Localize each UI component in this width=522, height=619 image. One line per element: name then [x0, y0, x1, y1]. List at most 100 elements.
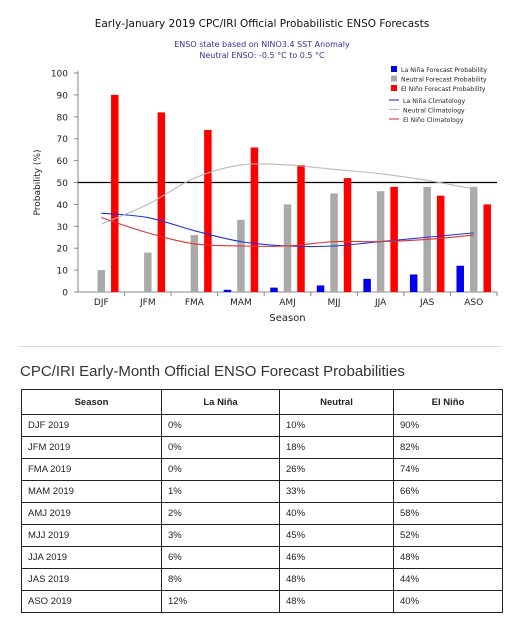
cell-season: FMA 2019	[21, 458, 162, 481]
bar	[469, 186, 478, 292]
x-tick-label: JJA	[374, 298, 387, 308]
cell-el-nino: 74%	[393, 458, 503, 481]
table-row: FMA 2019 0% 26% 74%	[21, 458, 503, 481]
header-season: Season	[21, 389, 162, 415]
chart-subtitle-line: Neutral ENSO: -0.5 °C to 0.5 °C	[199, 51, 325, 60]
cell-la-nina: 12%	[161, 590, 280, 613]
table-row: DJF 2019 0% 10% 90%	[21, 414, 503, 437]
legend-label: El Niño Climatology	[403, 117, 464, 124]
y-tick-label: 90	[57, 91, 69, 101]
bar	[483, 204, 491, 292]
bar	[144, 252, 152, 292]
cell-neutral: 33%	[279, 480, 394, 503]
x-tick-label: JAS	[419, 298, 435, 308]
legend-label: La Niña Forecast Probability	[401, 67, 487, 74]
legend-label: La Niña Climatology	[403, 98, 465, 105]
cell-el-nino: 82%	[393, 436, 503, 459]
cell-neutral: 46%	[279, 546, 394, 569]
x-tick-label: MJJ	[328, 298, 341, 308]
chart-title: Early-January 2019 CPC/IRI Official Prob…	[95, 18, 430, 30]
legend-label: Neutral Forecast Probability	[401, 77, 487, 84]
bar	[297, 164, 305, 292]
bar	[223, 289, 232, 292]
x-tick-label: JFM	[139, 298, 156, 308]
cell-la-nina: 3%	[161, 524, 280, 547]
header-la-nina: La Niña	[161, 389, 280, 415]
bar	[283, 204, 292, 292]
table-row: AMJ 2019 2% 40% 58%	[21, 502, 503, 525]
y-tick-label: 60	[57, 157, 69, 167]
cell-el-nino: 48%	[393, 546, 503, 569]
header-el-nino: El Niño	[393, 389, 503, 415]
cell-season: JJA 2019	[21, 546, 162, 569]
table-row: JAS 2019 8% 48% 44%	[21, 568, 503, 591]
bar	[316, 285, 325, 292]
x-axis-title: Season	[269, 313, 305, 324]
cell-neutral: 40%	[279, 502, 394, 525]
y-tick-label: 50	[57, 179, 69, 189]
cell-la-nina: 0%	[161, 436, 280, 459]
y-tick-label: 80	[57, 113, 69, 123]
x-tick-label: MAM	[230, 298, 252, 308]
cell-season: JFM 2019	[21, 436, 162, 459]
cell-el-nino: 66%	[393, 480, 503, 503]
cell-neutral: 10%	[279, 414, 394, 437]
y-tick-label: 10	[57, 267, 69, 277]
cell-season: MAM 2019	[21, 480, 162, 503]
section-divider	[18, 346, 502, 347]
table-row: JJA 2019 6% 46% 48%	[21, 546, 503, 569]
bar	[157, 112, 166, 292]
cell-el-nino: 44%	[393, 568, 503, 591]
legend-swatch	[391, 75, 397, 82]
climatology-line	[101, 217, 474, 247]
chart-subtitle-line: ENSO state based on NINO3.4 SST Anomaly	[174, 40, 350, 49]
x-tick-label: DJF	[94, 298, 109, 308]
cell-la-nina: 8%	[161, 568, 280, 591]
bar	[250, 147, 259, 292]
bar	[111, 94, 119, 293]
cell-season: AMJ 2019	[21, 502, 162, 525]
cell-el-nino: 40%	[393, 590, 503, 613]
bar	[204, 129, 212, 292]
x-tick-label: ASO	[464, 298, 483, 308]
bar	[456, 265, 464, 292]
header-neutral: Neutral	[279, 389, 394, 415]
chart-svg: Early-January 2019 CPC/IRI Official Prob…	[33, 18, 498, 324]
x-tick-label: AMJ	[279, 298, 296, 308]
table-row: MJJ 2019 3% 45% 52%	[21, 524, 503, 547]
y-tick-label: 100	[51, 70, 68, 80]
cell-neutral: 45%	[279, 524, 394, 547]
enso-forecast-chart: Early-January 2019 CPC/IRI Official Prob…	[33, 18, 498, 324]
cell-el-nino: 58%	[393, 502, 503, 525]
table-row: MAM 2019 1% 33% 66%	[21, 480, 503, 503]
bar	[363, 278, 371, 292]
table-header-row: Season La Niña Neutral El Niño	[21, 389, 503, 415]
bar	[330, 193, 338, 292]
cell-neutral: 18%	[279, 436, 394, 459]
cell-la-nina: 0%	[161, 414, 280, 437]
cell-neutral: 26%	[279, 458, 394, 481]
cell-season: ASO 2019	[21, 590, 162, 613]
cell-la-nina: 1%	[161, 480, 280, 503]
forecast-probability-table: Season La Niña Neutral El Niño DJF 2019 …	[21, 389, 503, 613]
cell-season: DJF 2019	[21, 414, 162, 437]
bar	[343, 178, 352, 292]
y-axis-title: Probability (%)	[33, 149, 43, 215]
bar	[390, 186, 398, 292]
cell-season: MJJ 2019	[21, 524, 162, 547]
cell-la-nina: 0%	[161, 458, 280, 481]
cell-la-nina: 2%	[161, 502, 280, 525]
bar	[270, 287, 278, 292]
table-row: ASO 2019 12% 48% 40%	[21, 590, 503, 613]
legend-swatch	[391, 66, 397, 72]
x-tick-label: FMA	[185, 298, 205, 308]
y-tick-label: 0	[62, 289, 68, 299]
bar	[190, 235, 199, 292]
cell-neutral: 48%	[279, 590, 394, 613]
bar	[409, 274, 418, 292]
y-tick-label: 40	[57, 201, 69, 211]
cell-la-nina: 6%	[161, 546, 280, 569]
bar	[237, 219, 245, 292]
legend-label: El Niño Forecast Probability	[401, 86, 486, 93]
legend-swatch	[391, 85, 397, 91]
